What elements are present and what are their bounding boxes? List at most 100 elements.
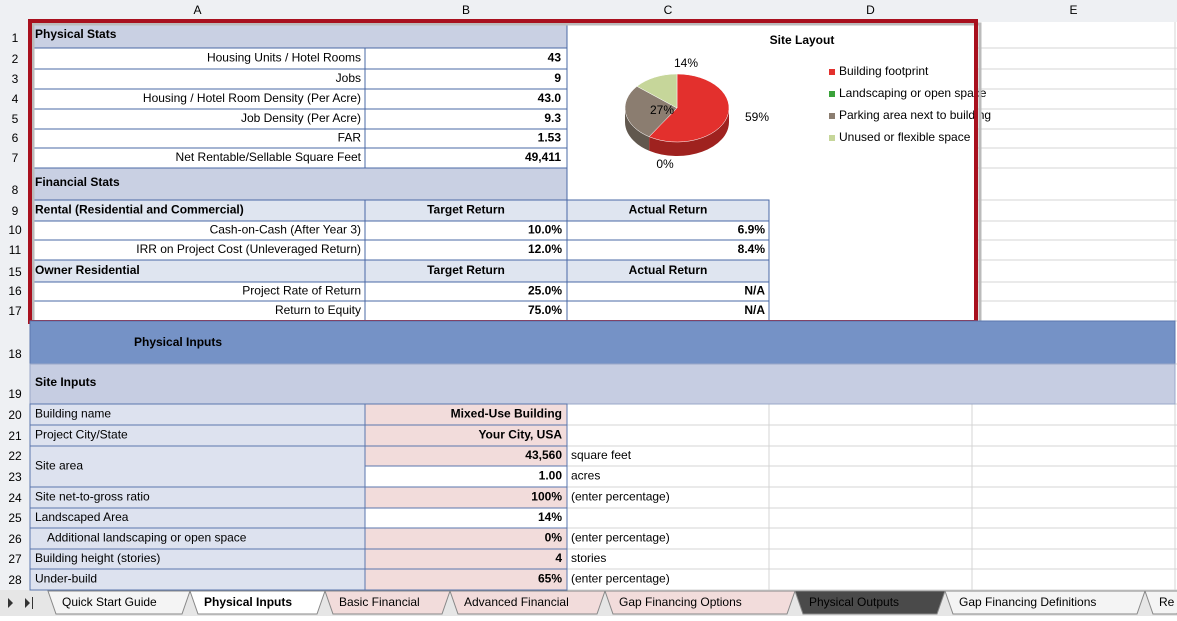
stat-value: 9: [554, 71, 561, 85]
row-number: 5: [12, 112, 19, 126]
target-return: 75.0%: [528, 303, 562, 317]
sheet-tab[interactable]: [324, 590, 451, 615]
column-heading: Target Return: [427, 263, 505, 277]
section-title: Financial Stats: [35, 175, 120, 189]
stat-value: 1.53: [538, 131, 562, 145]
sheet-tab[interactable]: [189, 590, 326, 615]
input-value-cell: [364, 465, 568, 488]
input-label: Landscaped Area: [35, 510, 129, 524]
input-value: 65%: [538, 572, 562, 586]
target-return: 25.0%: [528, 284, 562, 298]
sheet-tab-label[interactable]: Physical Inputs: [204, 595, 292, 609]
sheet-tab[interactable]: [604, 590, 796, 615]
pie-slice-side: [649, 108, 729, 156]
input-value: 14%: [538, 510, 562, 524]
sheet-tab-label[interactable]: Re: [1159, 595, 1175, 609]
band-header: [29, 320, 1176, 365]
table-heading: Owner Residential: [35, 263, 140, 277]
band-subheader: [29, 363, 1176, 405]
row-number: 19: [8, 387, 22, 401]
return-label: Project Rate of Return: [242, 284, 361, 298]
input-label: Site area: [35, 459, 83, 473]
input-label: Project City/State: [35, 428, 128, 442]
input-unit: acres: [571, 469, 600, 483]
sheet-tab-label[interactable]: Advanced Financial: [464, 595, 569, 609]
input-value: Your City, USA: [478, 428, 562, 442]
row-number: 16: [8, 284, 22, 298]
legend-swatch: [829, 91, 835, 97]
sheet-tab-label[interactable]: Physical Outputs: [809, 595, 899, 609]
label-cell: [29, 128, 366, 149]
pie-label: 0%: [656, 157, 674, 171]
input-unit: (enter percentage): [571, 572, 670, 586]
row-number: 2: [12, 52, 19, 66]
stat-value: 49,411: [525, 150, 561, 164]
pie-label: 27%: [650, 103, 674, 117]
sheet-tab[interactable]: [47, 590, 191, 615]
input-unit: stories: [571, 551, 606, 565]
column-header: D: [866, 3, 875, 17]
stat-label: FAR: [338, 131, 362, 145]
input-label-cell: [29, 445, 366, 488]
row-number: 17: [8, 304, 22, 318]
row-number: 6: [12, 131, 19, 145]
row-number: 28: [8, 573, 22, 587]
input-label: Site net-to-gross ratio: [35, 490, 150, 504]
value-cell: [566, 281, 770, 302]
sheet-tab-label[interactable]: Quick Start Guide: [62, 595, 157, 609]
tab-scroll-last[interactable]: [25, 597, 33, 609]
row-number: 27: [8, 552, 22, 566]
actual-return: 6.9%: [738, 223, 766, 237]
sheet-tab[interactable]: [794, 590, 946, 615]
row-number: 22: [8, 449, 22, 463]
legend-label: Parking area next to building: [839, 108, 991, 122]
label-cell: [29, 68, 366, 90]
value-cell: [566, 300, 770, 322]
sheet-tab-label[interactable]: Basic Financial: [339, 595, 420, 609]
input-value-cell: [364, 507, 568, 529]
return-label: Return to Equity: [275, 303, 361, 317]
row-number: 1: [12, 31, 19, 45]
sheet-tab[interactable]: [1144, 590, 1177, 615]
row-number: 26: [8, 532, 22, 546]
sheet-tab-label[interactable]: Gap Financing Options: [619, 595, 742, 609]
sheet-tab[interactable]: [944, 590, 1146, 615]
row-number: 7: [12, 151, 19, 165]
input-value: 100%: [531, 490, 562, 504]
legend-swatch: [829, 69, 835, 75]
legend-swatch: [829, 135, 835, 141]
pie-slice: [636, 73, 678, 109]
return-label: IRR on Project Cost (Unleveraged Return): [136, 242, 361, 256]
row-number: 24: [8, 491, 22, 505]
legend-label: Building footprint: [839, 64, 929, 78]
input-value: 0%: [545, 531, 563, 545]
tab-scroll-prev[interactable]: [8, 598, 13, 608]
input-value-cell: [364, 568, 568, 591]
column-heading: Target Return: [427, 203, 505, 217]
column-heading: Actual Return: [629, 203, 708, 217]
pie-slice: [624, 86, 678, 138]
row-header-bar: [0, 0, 30, 590]
input-label: Under-build: [35, 572, 97, 586]
sheet-tab-label[interactable]: Gap Financing Definitions: [959, 595, 1096, 609]
input-value: 4: [555, 551, 562, 565]
input-value: 1.00: [539, 469, 563, 483]
row-number: 15: [8, 265, 22, 279]
pie-slice-side: [625, 108, 650, 151]
row-number: 23: [8, 470, 22, 484]
sheet-tab[interactable]: [449, 590, 606, 615]
stat-value: 43.0: [538, 91, 562, 105]
actual-return: N/A: [744, 284, 765, 298]
pie-label: 59%: [745, 110, 769, 124]
band-title: Physical Inputs: [134, 335, 222, 349]
row-number: 10: [8, 223, 22, 237]
input-value: 43,560: [525, 448, 562, 462]
stat-value: 9.3: [544, 111, 561, 125]
row-number: 8: [12, 183, 19, 197]
input-unit: (enter percentage): [571, 531, 670, 545]
actual-return: 8.4%: [738, 242, 766, 256]
section-header: [29, 21, 568, 49]
input-unit: square feet: [571, 448, 632, 462]
